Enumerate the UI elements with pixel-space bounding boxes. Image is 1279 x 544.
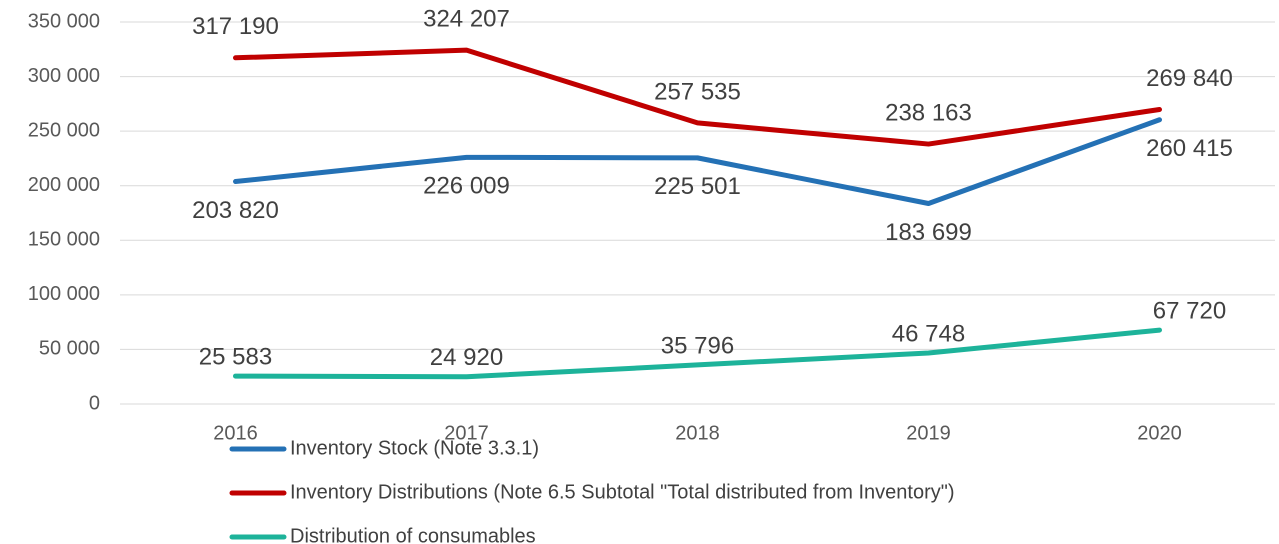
data-label: 324 207 <box>423 5 510 32</box>
data-label: 269 840 <box>1146 65 1233 92</box>
y-tick-label: 0 <box>89 392 100 414</box>
series-line <box>233 117 1162 207</box>
data-label: 226 009 <box>423 173 510 200</box>
y-tick-label: 50 000 <box>39 338 100 360</box>
data-label: 46 748 <box>892 320 965 347</box>
data-label: 238 163 <box>885 99 972 126</box>
y-tick-label: 150 000 <box>28 229 100 251</box>
series-line <box>233 327 1162 380</box>
y-tick-label: 250 000 <box>28 119 100 141</box>
x-tick-label: 2019 <box>906 422 951 444</box>
data-label: 24 920 <box>430 344 503 371</box>
x-tick-label: 2020 <box>1137 422 1182 444</box>
data-label: 225 501 <box>654 173 741 200</box>
data-label: 260 415 <box>1146 135 1233 162</box>
data-label: 67 720 <box>1153 297 1226 324</box>
data-label: 257 535 <box>654 78 741 105</box>
legend-label: Inventory Distributions (Note 6.5 Subtot… <box>290 481 955 503</box>
series-line <box>233 47 1162 147</box>
data-label: 203 820 <box>192 197 279 224</box>
y-tick-label: 100 000 <box>28 283 100 305</box>
legend-label: Distribution of consumables <box>290 525 536 544</box>
x-tick-label: 2018 <box>675 422 720 444</box>
data-label: 25 583 <box>199 343 272 370</box>
y-tick-label: 200 000 <box>28 174 100 196</box>
x-tick-label: 2017 <box>444 422 489 444</box>
x-tick-label: 2016 <box>213 422 258 444</box>
data-label: 35 796 <box>661 332 734 359</box>
y-tick-label: 300 000 <box>28 65 100 87</box>
data-label: 317 190 <box>192 13 279 40</box>
data-label: 183 699 <box>885 219 972 246</box>
legend-label: Inventory Stock (Note 3.3.1) <box>290 437 539 459</box>
y-tick-label: 350 000 <box>28 10 100 32</box>
